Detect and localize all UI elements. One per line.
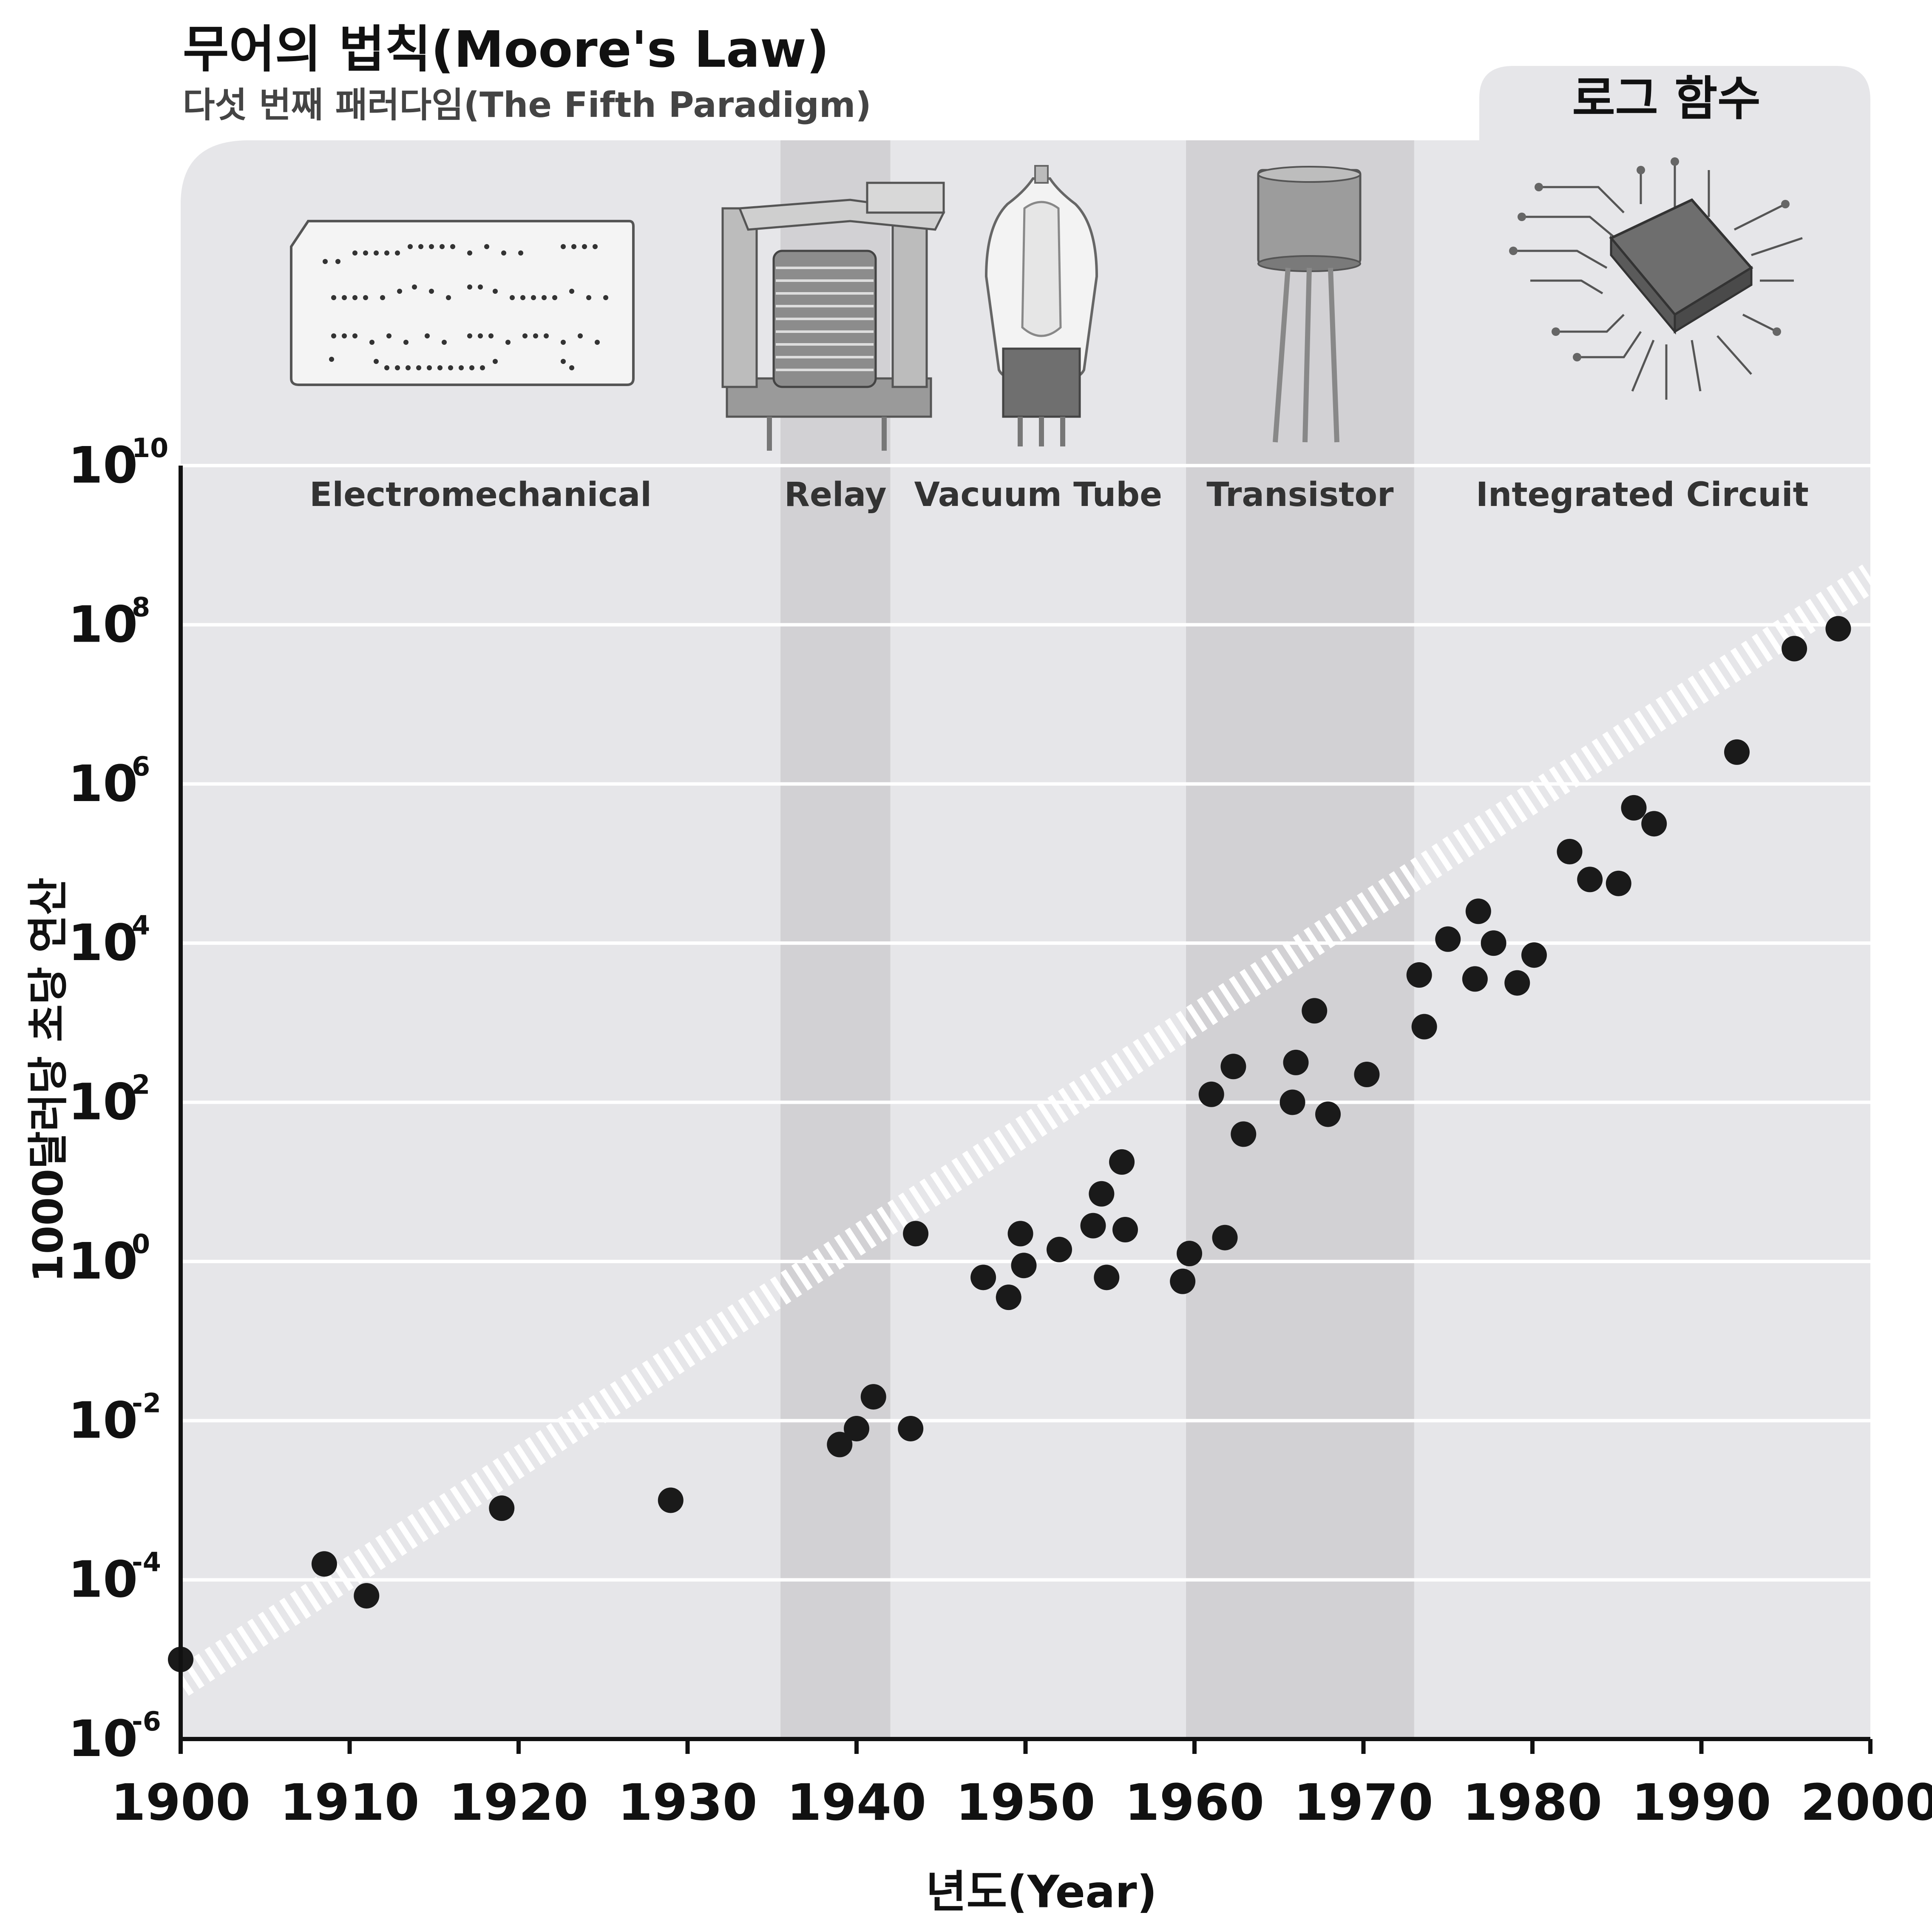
data-point bbox=[1521, 942, 1547, 968]
data-point bbox=[996, 1284, 1021, 1310]
data-point bbox=[1094, 1265, 1120, 1290]
data-point bbox=[1825, 616, 1851, 642]
y-tick-label: 10 bbox=[68, 754, 138, 813]
y-tick-exponent: 6 bbox=[132, 751, 150, 782]
data-point bbox=[1283, 1049, 1309, 1075]
trend-band bbox=[172, 564, 1879, 1696]
paradigm-labels: Electromechanical Relay Vacuum Tube Transis… bbox=[309, 476, 1809, 514]
paradigm-label: Electromechanical bbox=[309, 476, 652, 514]
x-tick-label: 1990 bbox=[1631, 1773, 1771, 1832]
x-tick-label: 1930 bbox=[618, 1773, 757, 1832]
y-tick-label: 10 bbox=[68, 1391, 138, 1449]
chart-title: 무어의 법칙(Moore's Law) bbox=[183, 20, 829, 79]
data-point bbox=[860, 1384, 886, 1410]
chart-subtitle: 다섯 번째 패러다임(The Fifth Paradigm) bbox=[183, 85, 871, 125]
transistor-icon bbox=[1257, 166, 1362, 443]
punch-card-icon bbox=[290, 220, 635, 386]
y-tick-label: 10 bbox=[68, 1232, 138, 1290]
x-tick-label: 1970 bbox=[1294, 1773, 1433, 1832]
relay-icon bbox=[721, 182, 945, 451]
x-tick-label: 1910 bbox=[280, 1773, 419, 1832]
tick-labels: 1900 1910 1920 1930 1940 1950 1960 1970 1980 1990… bbox=[68, 432, 1932, 1832]
data-point bbox=[1621, 795, 1647, 821]
y-tick-label: 10 bbox=[68, 595, 138, 654]
data-point bbox=[1462, 966, 1488, 992]
paradigm-label: Vacuum Tube bbox=[914, 476, 1162, 514]
data-point bbox=[903, 1221, 929, 1247]
data-point bbox=[1212, 1225, 1238, 1250]
data-point bbox=[1315, 1101, 1341, 1127]
data-point bbox=[844, 1415, 869, 1441]
data-point bbox=[1782, 636, 1807, 662]
data-point bbox=[1606, 870, 1631, 896]
y-tick-exponent: 4 bbox=[132, 910, 150, 941]
data-point bbox=[970, 1265, 996, 1290]
data-point bbox=[489, 1495, 515, 1521]
x-tick-label: 1950 bbox=[956, 1773, 1095, 1832]
x-tick-label: 1900 bbox=[111, 1773, 250, 1832]
y-tick-exponent: -2 bbox=[132, 1387, 161, 1418]
x-tick-label: 1960 bbox=[1125, 1773, 1264, 1832]
data-point bbox=[658, 1487, 684, 1513]
x-axis-label: 년도(Year) bbox=[925, 1866, 1157, 1918]
paradigm-icons bbox=[290, 157, 1803, 451]
data-point bbox=[1465, 898, 1491, 924]
chart-panel bbox=[181, 66, 1870, 1739]
data-point bbox=[1557, 838, 1583, 864]
data-point bbox=[1177, 1241, 1203, 1267]
y-tick-exponent: 0 bbox=[132, 1228, 150, 1259]
data-point bbox=[1354, 1061, 1380, 1087]
tab-label: 로그 함수 bbox=[1572, 71, 1760, 126]
y-tick-exponent: -6 bbox=[132, 1706, 161, 1737]
y-tick-label: 10 bbox=[68, 1073, 138, 1131]
data-point bbox=[1089, 1181, 1115, 1207]
data-point bbox=[1220, 1054, 1246, 1080]
data-point bbox=[1411, 1014, 1437, 1040]
data-point bbox=[1577, 867, 1603, 892]
data-point bbox=[1007, 1221, 1033, 1247]
y-tick-label: 10 bbox=[68, 1550, 138, 1609]
data-point bbox=[1231, 1121, 1257, 1147]
x-tick-label: 2000 bbox=[1801, 1773, 1932, 1832]
data-point bbox=[1406, 962, 1432, 988]
x-tick-label: 1920 bbox=[449, 1773, 588, 1832]
y-tick-label: 10 bbox=[68, 1709, 138, 1768]
y-tick-exponent: 10 bbox=[132, 432, 168, 463]
data-point bbox=[1011, 1253, 1037, 1279]
y-tick-label: 10 bbox=[68, 436, 138, 494]
y-tick-exponent: 2 bbox=[132, 1069, 150, 1100]
x-tick-label: 1980 bbox=[1463, 1773, 1602, 1832]
data-point bbox=[1435, 926, 1461, 952]
data-point bbox=[1724, 739, 1750, 765]
data-point bbox=[1641, 811, 1667, 837]
vacuum-tube-icon bbox=[984, 165, 1098, 446]
y-tick-exponent: -4 bbox=[132, 1547, 161, 1578]
data-point bbox=[898, 1415, 924, 1441]
data-point bbox=[1279, 1089, 1305, 1115]
y-tick-exponent: 8 bbox=[132, 591, 150, 622]
data-point bbox=[1047, 1236, 1072, 1262]
data-point bbox=[1481, 930, 1506, 956]
paradigm-label: Relay bbox=[784, 476, 887, 514]
data-point bbox=[1170, 1268, 1196, 1294]
paradigm-label: Transistor bbox=[1206, 476, 1394, 514]
data-point bbox=[1080, 1213, 1106, 1239]
trend-line bbox=[172, 564, 1879, 1696]
data-point bbox=[311, 1551, 337, 1577]
paradigm-label: Integrated Circuit bbox=[1476, 476, 1809, 514]
data-point bbox=[354, 1583, 380, 1609]
data-point bbox=[1302, 998, 1328, 1024]
data-point bbox=[1504, 970, 1530, 996]
integrated-circuit-icon bbox=[1509, 157, 1803, 400]
data-point bbox=[827, 1432, 853, 1458]
y-axis-label: 1000달러당 초당 연산 bbox=[24, 877, 72, 1283]
data-point bbox=[1198, 1081, 1224, 1107]
data-points bbox=[168, 616, 1851, 1672]
data-point bbox=[1112, 1217, 1138, 1242]
y-tick-label: 10 bbox=[68, 913, 138, 972]
x-tick-label: 1940 bbox=[787, 1773, 926, 1832]
data-point bbox=[1109, 1149, 1135, 1175]
